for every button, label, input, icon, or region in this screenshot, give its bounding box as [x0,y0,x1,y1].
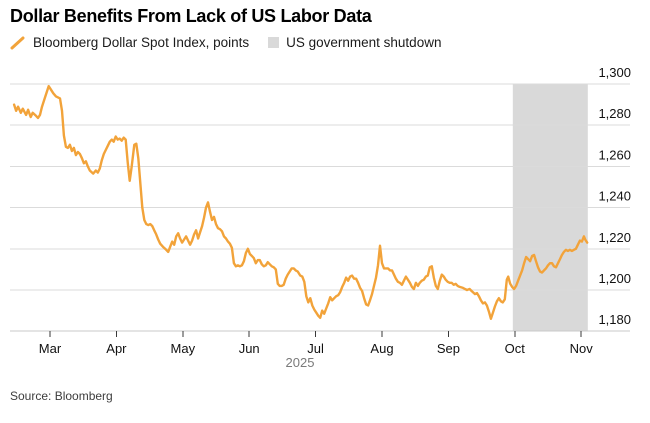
x-axis-label: Mar [39,341,62,356]
x-axis-label: Oct [505,341,526,356]
legend-series-label: Bloomberg Dollar Spot Index, points [33,35,250,50]
line-series-slash-icon [10,36,25,49]
x-axis-label: Jun [239,341,260,356]
y-axis-label: 1,260 [598,147,631,162]
y-axis-label: 1,300 [598,65,631,80]
chart-title: Dollar Benefits From Lack of US Labor Da… [10,6,372,26]
legend-item-series: Bloomberg Dollar Spot Index, points [10,35,249,50]
y-axis-label: 1,280 [598,106,631,121]
y-axis-label: 1,180 [598,312,631,327]
chart-area: 1,300 1,280 1,260 1,240 1,220 1,200 1,180 Mar Ap… [0,60,650,376]
legend: Bloomberg Dollar Spot Index, points US g… [10,35,441,50]
y-axis-label: 1,240 [598,189,631,204]
x-axis-label: Aug [370,341,393,356]
source-note: Source: Bloomberg [10,389,113,403]
x-axis-label: May [171,341,196,356]
legend-band-label: US government shutdown [286,35,442,50]
dollar-index-chart: 1,300 1,280 1,260 1,240 1,220 1,200 1,180 Mar Ap… [10,65,631,370]
dollar-index-line [12,84,589,320]
y-axis-label: 1,220 [598,230,631,245]
shutdown-band-square-icon [268,37,280,48]
y-axis-label: 1,200 [598,271,631,286]
x-axis-year-label: 2025 [286,355,315,370]
x-axis-label: Sep [437,341,460,356]
x-axis-label: Nov [570,341,594,356]
x-axis-label: Apr [106,341,127,356]
legend-item-band: US government shutdown [268,35,441,50]
x-axis-label: Jul [307,341,324,356]
